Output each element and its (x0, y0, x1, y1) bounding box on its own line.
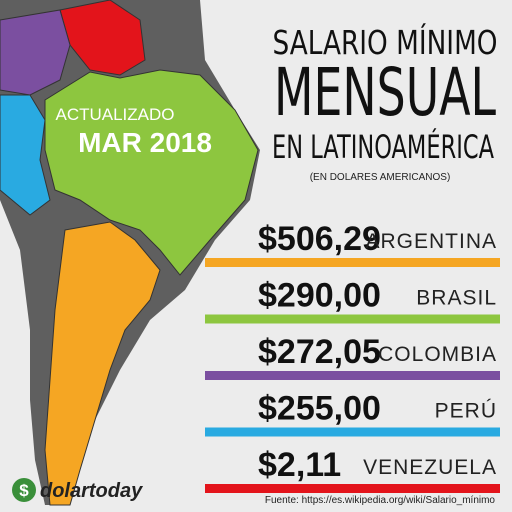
country: ARGENTINA (365, 230, 497, 253)
color-bar (205, 314, 500, 324)
amount: $272,05 (258, 333, 381, 371)
country: VENEZUELA (363, 456, 497, 479)
map (0, 0, 260, 506)
amount: $290,00 (258, 277, 381, 315)
amount: $506,29 (258, 220, 381, 258)
amount: $2,11 (258, 446, 341, 484)
title-line3: EN LATINOAMÉRICA (272, 128, 494, 166)
svg-text:$: $ (19, 481, 29, 500)
title-line1: SALARIO MÍNIMO (273, 22, 498, 62)
source: Fuente: https://es.wikipedia.org/wiki/Sa… (265, 495, 496, 506)
subtitle: (EN DOLARES AMERICANOS) (310, 172, 451, 183)
logo: $ dolartoday (12, 478, 143, 502)
country: COLOMBIA (378, 343, 497, 366)
amount: $255,00 (258, 390, 381, 428)
title-line2: MENSUAL (274, 54, 496, 131)
color-bar (205, 258, 500, 267)
color-bar (205, 484, 500, 493)
logo-text: dolartoday (40, 480, 143, 502)
country: PERÚ (435, 400, 497, 423)
color-bar (205, 371, 500, 380)
country: BRASIL (416, 287, 497, 310)
badge-label: ACTUALIZADO (55, 105, 174, 124)
color-bar (205, 427, 500, 437)
badge-date: MAR 2018 (78, 127, 212, 158)
